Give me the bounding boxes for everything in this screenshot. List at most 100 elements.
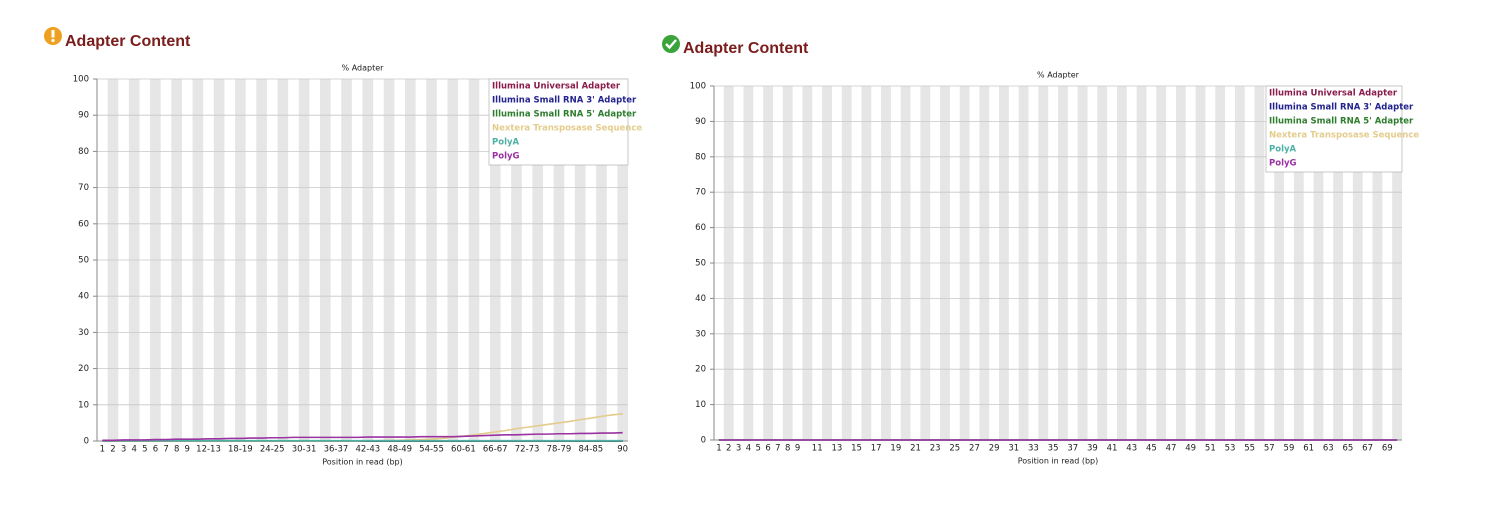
- x-tick-label: 43: [1126, 444, 1137, 454]
- x-tick-label: 5: [142, 445, 147, 455]
- x-tick-label: 21: [910, 444, 921, 454]
- y-tick-label: 30: [78, 328, 89, 338]
- y-tick-label: 60: [695, 223, 706, 233]
- x-tick-label: 23: [930, 444, 941, 454]
- legend-box: [488, 78, 629, 166]
- legend-entry: PolyA: [1269, 145, 1297, 155]
- y-tick-label: 50: [78, 256, 89, 266]
- y-tick-label: 70: [695, 188, 706, 198]
- legend-entry: Nextera Transposase Sequence: [1269, 131, 1419, 141]
- x-tick-label: 6: [153, 445, 158, 455]
- legend-entry: Illumina Universal Adapter: [492, 82, 621, 92]
- x-tick-label: 37: [1067, 444, 1078, 454]
- y-tick-label: 40: [78, 292, 89, 302]
- heading: Adapter Content: [683, 40, 809, 57]
- legend-box: [1265, 85, 1403, 173]
- x-tick-label: 15: [851, 444, 862, 454]
- x-tick-label: 67: [1362, 444, 1373, 454]
- y-tick-label: 80: [695, 152, 706, 162]
- x-tick-label: 25: [949, 444, 960, 454]
- legend-entry: Illumina Small RNA 3' Adapter: [492, 96, 637, 106]
- x-tick-label: 6: [765, 444, 770, 454]
- y-tick-label: 50: [695, 259, 706, 269]
- legend-entry: Illumina Universal Adapter: [1269, 89, 1398, 99]
- y-tick-label: 100: [690, 82, 706, 92]
- y-tick-label: 20: [695, 365, 706, 375]
- x-tick-label: 3: [121, 445, 126, 455]
- x-tick-label: 63: [1323, 444, 1334, 454]
- legend-entry: Nextera Transposase Sequence: [492, 124, 642, 134]
- x-tick-label: 61: [1303, 444, 1314, 454]
- x-tick-label: 90: [617, 445, 628, 455]
- warning-icon: [44, 27, 62, 45]
- x-axis-label: Position in read (bp): [322, 458, 402, 467]
- y-tick-label: 60: [78, 219, 89, 229]
- y-tick-label: 10: [78, 400, 89, 410]
- x-tick-label: 72-73: [515, 445, 540, 455]
- x-tick-label: 30-31: [292, 445, 317, 455]
- y-tick-label: 0: [701, 436, 706, 446]
- x-tick-label: 45: [1146, 444, 1157, 454]
- x-tick-label: 18-19: [228, 445, 253, 455]
- x-tick-label: 69: [1382, 444, 1393, 454]
- x-tick-label: 31: [1008, 444, 1019, 454]
- x-tick-label: 47: [1166, 444, 1177, 454]
- x-tick-label: 78-79: [547, 445, 572, 455]
- x-tick-label: 4: [746, 444, 751, 454]
- icon-dot: [51, 38, 55, 43]
- x-tick-label: 29: [989, 444, 1000, 454]
- x-tick-label: 7: [163, 445, 168, 455]
- x-tick-label: 51: [1205, 444, 1216, 454]
- icon-check: [665, 39, 677, 50]
- x-tick-label: 17: [871, 444, 882, 454]
- x-tick-label: 57: [1264, 444, 1275, 454]
- x-tick-label: 4: [131, 445, 136, 455]
- x-axis-label: Position in read (bp): [1018, 457, 1098, 466]
- x-tick-label: 35: [1048, 444, 1059, 454]
- legend-entry: Illumina Small RNA 5' Adapter: [492, 110, 637, 120]
- legend-entry: PolyG: [492, 152, 520, 162]
- x-tick-label: 53: [1225, 444, 1236, 454]
- x-tick-label: 8: [174, 445, 179, 455]
- x-tick-label: 2: [726, 444, 731, 454]
- x-tick-label: 27: [969, 444, 980, 454]
- x-tick-label: 1: [100, 445, 105, 455]
- x-tick-label: 24-25: [260, 445, 285, 455]
- x-tick-label: 54-55: [419, 445, 444, 455]
- x-tick-label: 2: [110, 445, 115, 455]
- chart-title: % Adapter: [1037, 71, 1080, 80]
- y-tick-label: 90: [695, 117, 706, 127]
- y-tick-label: 0: [84, 437, 89, 447]
- x-tick-label: 13: [831, 444, 842, 454]
- y-tick-label: 80: [78, 147, 89, 157]
- heading: Adapter Content: [65, 33, 191, 50]
- x-tick-label: 9: [185, 445, 190, 455]
- x-tick-label: 55: [1244, 444, 1255, 454]
- y-tick-label: 90: [78, 111, 89, 121]
- y-tick-label: 40: [695, 294, 706, 304]
- x-tick-label: 59: [1284, 444, 1295, 454]
- x-tick-label: 36-37: [324, 445, 349, 455]
- legend-entry: PolyG: [1269, 159, 1297, 169]
- series-line: [102, 431, 623, 442]
- legend-entry: Illumina Small RNA 5' Adapter: [1269, 117, 1414, 127]
- x-tick-label: 84-85: [578, 445, 603, 455]
- x-tick-label: 3: [736, 444, 741, 454]
- x-tick-label: 66-67: [483, 445, 508, 455]
- y-tick-label: 70: [78, 183, 89, 193]
- x-tick-label: 9: [795, 444, 800, 454]
- x-tick-label: 49: [1185, 444, 1196, 454]
- y-tick-label: 10: [695, 400, 706, 410]
- x-tick-label: 19: [890, 444, 901, 454]
- icon-bar: [51, 30, 55, 38]
- x-tick-label: 42-43: [355, 445, 380, 455]
- x-tick-label: 41: [1107, 444, 1118, 454]
- pass-icon: [662, 35, 680, 53]
- legend-entry: PolyA: [492, 138, 520, 148]
- x-tick-label: 39: [1087, 444, 1098, 454]
- x-tick-label: 33: [1028, 444, 1039, 454]
- x-tick-label: 7: [775, 444, 780, 454]
